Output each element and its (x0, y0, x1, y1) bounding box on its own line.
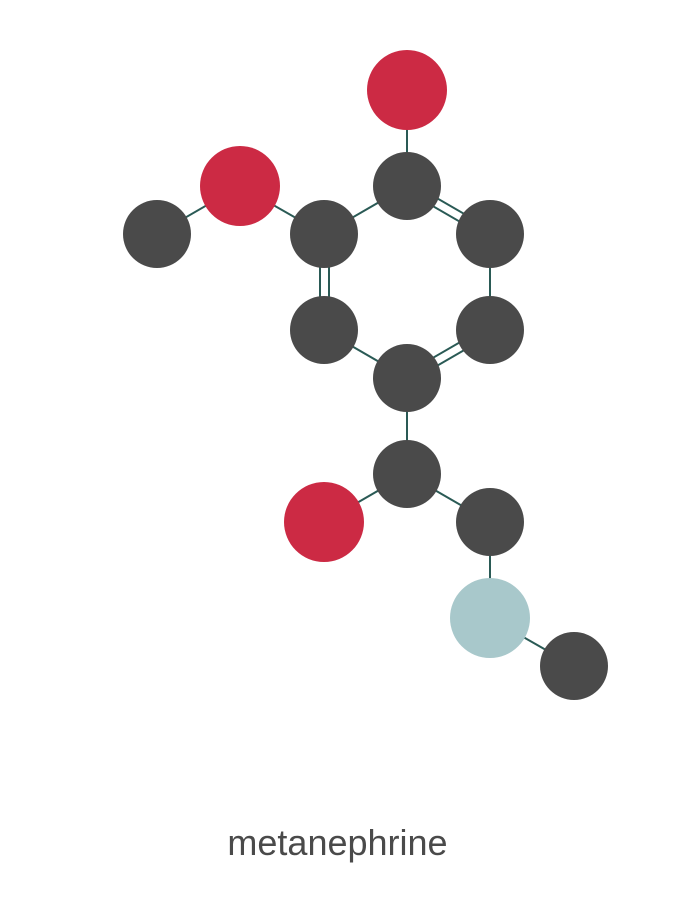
atom-n1 (450, 578, 530, 658)
atom-o3 (284, 482, 364, 562)
atom-cm (123, 200, 191, 268)
atom-o1 (367, 50, 447, 130)
atom-c9 (540, 632, 608, 700)
atom-c5 (456, 296, 524, 364)
molecule-label: metanephrine (0, 822, 675, 864)
atom-c3 (290, 296, 358, 364)
atom-c1 (373, 152, 441, 220)
atom-c8 (456, 488, 524, 556)
atom-o2 (200, 146, 280, 226)
atom-c7 (373, 440, 441, 508)
atom-c6 (456, 200, 524, 268)
molecule-canvas: metanephrine (0, 0, 675, 900)
atom-c4 (373, 344, 441, 412)
atom-c2 (290, 200, 358, 268)
